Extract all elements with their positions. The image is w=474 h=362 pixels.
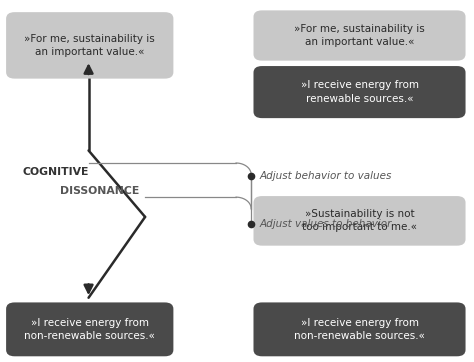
Text: »For me, sustainability is
an important value.«: »For me, sustainability is an important … xyxy=(24,34,155,57)
Text: »I receive energy from
non-renewable sources.«: »I receive energy from non-renewable sou… xyxy=(24,318,155,341)
Text: »I receive energy from
non-renewable sources.«: »I receive energy from non-renewable sou… xyxy=(294,318,425,341)
FancyBboxPatch shape xyxy=(6,302,173,356)
FancyBboxPatch shape xyxy=(254,302,465,356)
Text: »I receive energy from
renewable sources.«: »I receive energy from renewable sources… xyxy=(301,80,419,104)
FancyBboxPatch shape xyxy=(254,10,465,61)
FancyBboxPatch shape xyxy=(254,66,465,118)
Text: COGNITIVE: COGNITIVE xyxy=(23,167,89,177)
Text: »For me, sustainability is
an important value.«: »For me, sustainability is an important … xyxy=(294,24,425,47)
Text: Adjust behavior to values: Adjust behavior to values xyxy=(260,171,392,181)
FancyBboxPatch shape xyxy=(6,12,173,79)
Text: Adjust values to behavior: Adjust values to behavior xyxy=(260,219,392,229)
Text: DISSONANCE: DISSONANCE xyxy=(60,186,139,196)
FancyBboxPatch shape xyxy=(254,196,465,246)
Text: »Sustainability is not
too important to me.«: »Sustainability is not too important to … xyxy=(302,209,417,232)
